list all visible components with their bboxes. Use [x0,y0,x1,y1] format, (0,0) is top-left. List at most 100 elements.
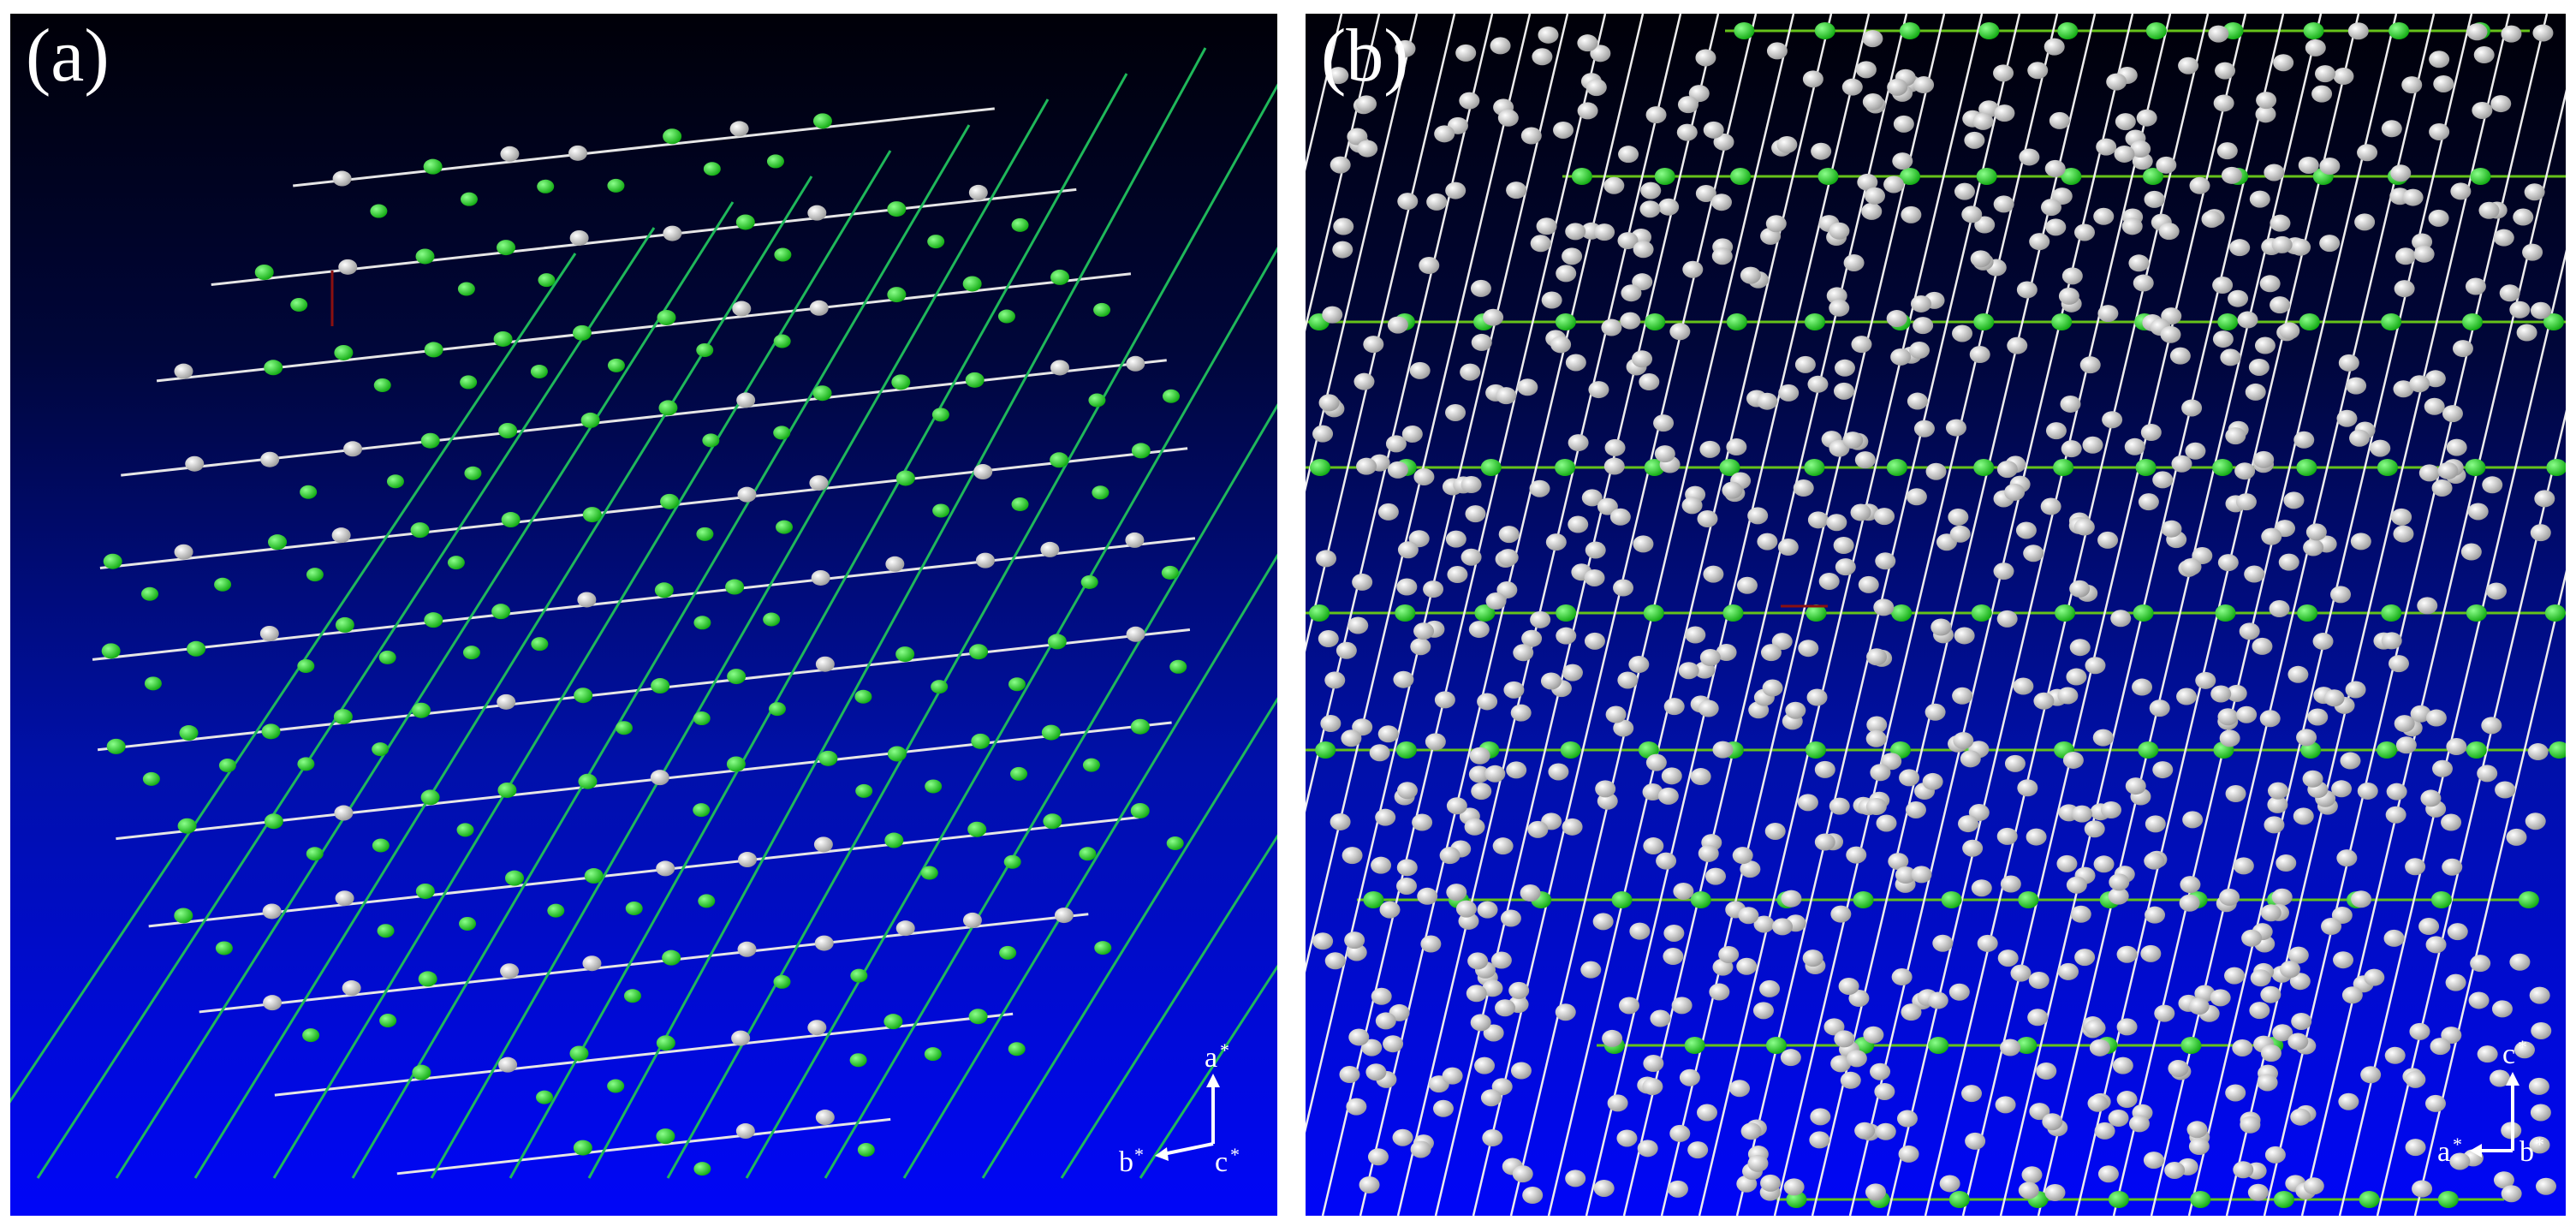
white-atom [185,455,205,472]
c-star-axis-label: c [2502,1039,2515,1070]
green-atom [924,1047,942,1062]
white-atom [1927,991,1948,1009]
white-atom [2213,94,2234,112]
white-atom [1565,354,1586,372]
panel-b-label: (b) [1321,15,1409,98]
green-atom [857,1143,875,1158]
white-atom [1861,202,1883,220]
white-atom [807,1020,827,1036]
white-atom [2007,336,2028,354]
white-atom [2495,781,2516,799]
white-atom [1970,250,1991,268]
green-atom [1050,269,1070,285]
white-atom [2176,687,2198,705]
white-atom [1445,182,1466,199]
white-atom [2442,405,2463,423]
white-atom [1874,1082,1895,1100]
white-atom [582,955,602,972]
green-atom [142,771,160,786]
white-atom [2019,148,2040,166]
white-atom [2240,1116,2261,1134]
white-atom [2267,782,2288,800]
white-atom [2180,558,2202,576]
green-atom [1166,836,1184,850]
white-atom [1613,719,1634,737]
white-atom [2071,805,2092,823]
green-atom [965,372,985,388]
white-atom [1925,462,1947,480]
white-atom [332,170,352,187]
white-atom [1997,949,2019,967]
white-atom [1690,768,1711,786]
white-atom [569,229,589,246]
white-atom [1328,67,1349,85]
white-atom [577,592,597,608]
green-atom [1976,168,1997,185]
white-atom [2428,209,2449,227]
white-atom [2271,235,2293,253]
white-atom [1972,112,1994,130]
white-atom [1347,616,1369,634]
green-atom [1786,1191,1807,1208]
white-atom [1854,451,1876,469]
white-atom [2112,1056,2133,1074]
white-atom [2168,1059,2189,1077]
white-atom [1474,1056,1496,1074]
green-lattice-row [1060,834,1277,1179]
white-atom [663,225,682,241]
white-atom [2347,22,2369,40]
white-atom [1962,839,1984,857]
green-lattice-row [745,246,1277,1179]
white-atom [1971,879,1992,897]
white-atom [1527,820,1549,838]
white-atom [1783,1178,1805,1196]
white-atom [1352,573,1373,591]
white-atom [2219,729,2240,747]
white-atom [2333,68,2354,86]
white-atom [2386,783,2407,801]
green-lattice-row [36,227,656,1179]
white-atom [1716,644,1737,662]
white-atom [338,259,358,275]
green-atom [410,522,430,539]
white-atom [2338,1092,2359,1110]
white-atom [1602,1029,1623,1047]
white-atom [2089,1039,2110,1056]
white-lattice-row [1306,14,1381,332]
white-atom [2312,633,2334,651]
green-atom [2142,168,2163,185]
green-atom [2518,891,2539,908]
white-atom [2145,906,2166,924]
green-atom [623,989,641,1003]
green-atom [657,309,676,325]
green-atom [1047,634,1067,650]
white-atom [2531,1021,2552,1039]
white-atom [1339,1066,1360,1084]
white-atom [1794,355,1816,373]
white-lattice-row [156,272,1132,383]
white-atom [2232,1039,2253,1056]
green-atom [572,324,592,341]
white-atom [1757,392,1778,410]
green-atom [725,579,745,595]
green-atom [812,385,832,402]
white-atom [2465,277,2486,295]
white-atom [1699,648,1721,666]
white-atom [2319,235,2341,253]
white-atom [2092,729,2114,747]
white-atom [1320,715,1342,733]
white-atom [2260,985,2282,1003]
white-atom [2018,1181,2039,1199]
green-atom [574,687,593,704]
b-star-axis-asterisk: * [1134,1144,1144,1165]
white-atom [1909,342,1931,360]
white-lattice-row [1961,14,2247,1216]
panel-a-axis-triad: a * b * c * [1119,1039,1256,1182]
white-atom [2087,1094,2109,1112]
green-atom [215,941,233,955]
white-atom [1605,705,1627,723]
white-atom [2287,665,2309,683]
white-atom [2109,873,2130,891]
white-atom [1911,866,1932,884]
green-atom [1161,565,1179,580]
